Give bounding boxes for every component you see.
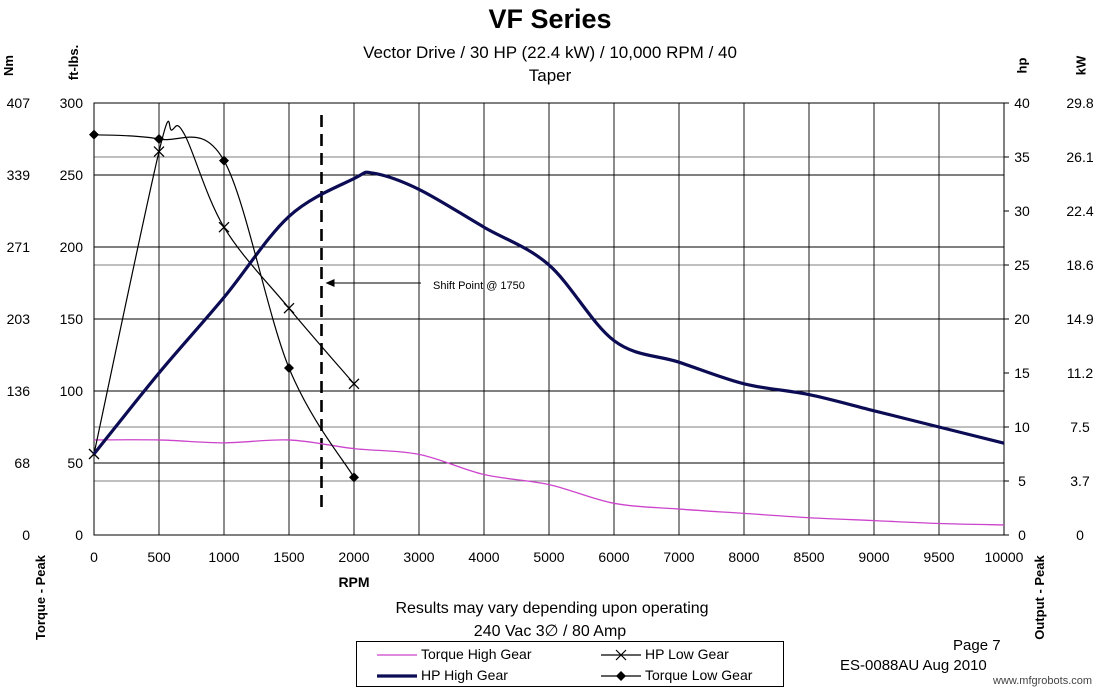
x-tick-label: 1500 (273, 549, 304, 565)
legend: Torque High Gear HP Low Gear HP High Gea… (356, 641, 784, 687)
hp-tick-label: 10 (1014, 419, 1030, 435)
kw-tick-label: 18.6 (1066, 257, 1093, 273)
watermark: www.mfgrobots.com (993, 675, 1093, 687)
page-number: Page 7 (953, 637, 1001, 654)
nm-tick-label: 271 (7, 239, 31, 255)
x-tick-label: 9500 (923, 549, 954, 565)
kw-tick-label: 0 (1076, 527, 1084, 543)
kw-tick-label: 3.7 (1070, 473, 1090, 489)
ftlbs-tick-label: 300 (60, 95, 84, 111)
data-point-torque-low-gear (89, 129, 99, 140)
hp-tick-label: 0 (1018, 527, 1026, 543)
nm-tick-label: 407 (7, 95, 31, 111)
series-line-torque-low-gear (93, 134, 355, 478)
kw-tick-label: 29.8 (1066, 95, 1093, 111)
legend-label-hp-low: HP Low Gear (645, 646, 729, 662)
kw-tick-label: 26.1 (1066, 149, 1093, 165)
ftlbs-tick-label: 150 (60, 311, 84, 327)
nm-tick-label: 68 (14, 455, 30, 471)
x-tick-label: 9000 (858, 549, 889, 565)
hp-tick-label: 20 (1014, 311, 1030, 327)
x-tick-label: 3000 (403, 549, 434, 565)
x-tick-label: 2000 (338, 549, 369, 565)
footnote-line2-text: 240 Vac 3∅ / 80 Amp (473, 623, 627, 640)
ftlbs-tick-label: 50 (67, 455, 83, 471)
document-id: ES-0088AU Aug 2010 (840, 657, 987, 674)
x-tick-label: 1000 (208, 549, 239, 565)
ftlbs-tick-label: 200 (60, 239, 84, 255)
x-tick-label: 500 (147, 549, 171, 565)
ftlbs-tick-label: 100 (60, 383, 84, 399)
chart-subtitle-line1: Vector Drive / 30 HP (22.4 kW) / 10,000 … (363, 43, 737, 62)
x-tick-label: 8500 (793, 549, 824, 565)
hp-tick-label: 30 (1014, 203, 1030, 219)
footnote-line2: 240 Vac 3∅ / 80 Amp (0, 621, 1100, 641)
nm-tick-label: 136 (7, 383, 31, 399)
x-tick-label: 10000 (985, 549, 1024, 565)
x-tick-label: 0 (90, 549, 98, 565)
x-tick-label: 4000 (468, 549, 499, 565)
ftlbs-tick-label: 0 (75, 527, 83, 543)
kw-tick-label: 14.9 (1066, 311, 1093, 327)
x-tick-label: 8000 (728, 549, 759, 565)
kw-tick-label: 7.5 (1070, 419, 1090, 435)
legend-marker-torque-low (616, 671, 626, 681)
data-point-hp-low-gear (153, 146, 165, 158)
data-point-hp-low-gear (283, 302, 295, 314)
hp-tick-label: 35 (1014, 149, 1030, 165)
nm-tick-label: 0 (22, 527, 30, 543)
kw-tick-label: 11.2 (1067, 365, 1093, 381)
x-tick-label: 6000 (598, 549, 629, 565)
data-point-hp-low-gear (218, 221, 230, 233)
data-point-torque-low-gear (284, 362, 294, 373)
footnote-line1: Results may vary depending upon operatin… (0, 600, 1100, 618)
footnote-line1-text: Results may vary depending upon operatin… (395, 600, 709, 617)
series-line-torque-high-gear (93, 439, 1005, 526)
shift-point-annotation: Shift Point @ 1750 (433, 280, 525, 292)
x-axis-title: RPM (338, 574, 369, 590)
x-tick-label: 5000 (533, 549, 564, 565)
nm-tick-label: 339 (7, 167, 31, 183)
chart-title: VF Series (488, 4, 612, 34)
ftlbs-tick-label: 250 (60, 167, 84, 183)
hp-tick-label: 5 (1018, 473, 1026, 489)
legend-label-hp-high: HP High Gear (421, 667, 508, 683)
legend-swatches (377, 649, 641, 681)
hp-tick-label: 40 (1014, 95, 1030, 111)
kw-tick-label: 22.4 (1066, 203, 1093, 219)
data-point-torque-low-gear (154, 134, 164, 144)
hp-tick-label: 25 (1014, 257, 1030, 273)
data-point-torque-low-gear (219, 155, 229, 166)
x-tick-label: 7000 (663, 549, 694, 565)
legend-label-torque-high: Torque High Gear (421, 646, 532, 662)
chart-subtitle-line2: Taper (528, 66, 572, 85)
nm-tick-label: 203 (7, 311, 31, 327)
legend-label-torque-low: Torque Low Gear (645, 667, 753, 683)
shift-point-arrowhead (325, 279, 335, 287)
data-point-torque-low-gear (349, 472, 359, 483)
legend-marker-hp-low (615, 649, 627, 661)
series-line-hp-high-gear (92, 170, 1005, 456)
data-point-hp-low-gear (348, 378, 360, 390)
hp-tick-label: 15 (1014, 365, 1030, 381)
